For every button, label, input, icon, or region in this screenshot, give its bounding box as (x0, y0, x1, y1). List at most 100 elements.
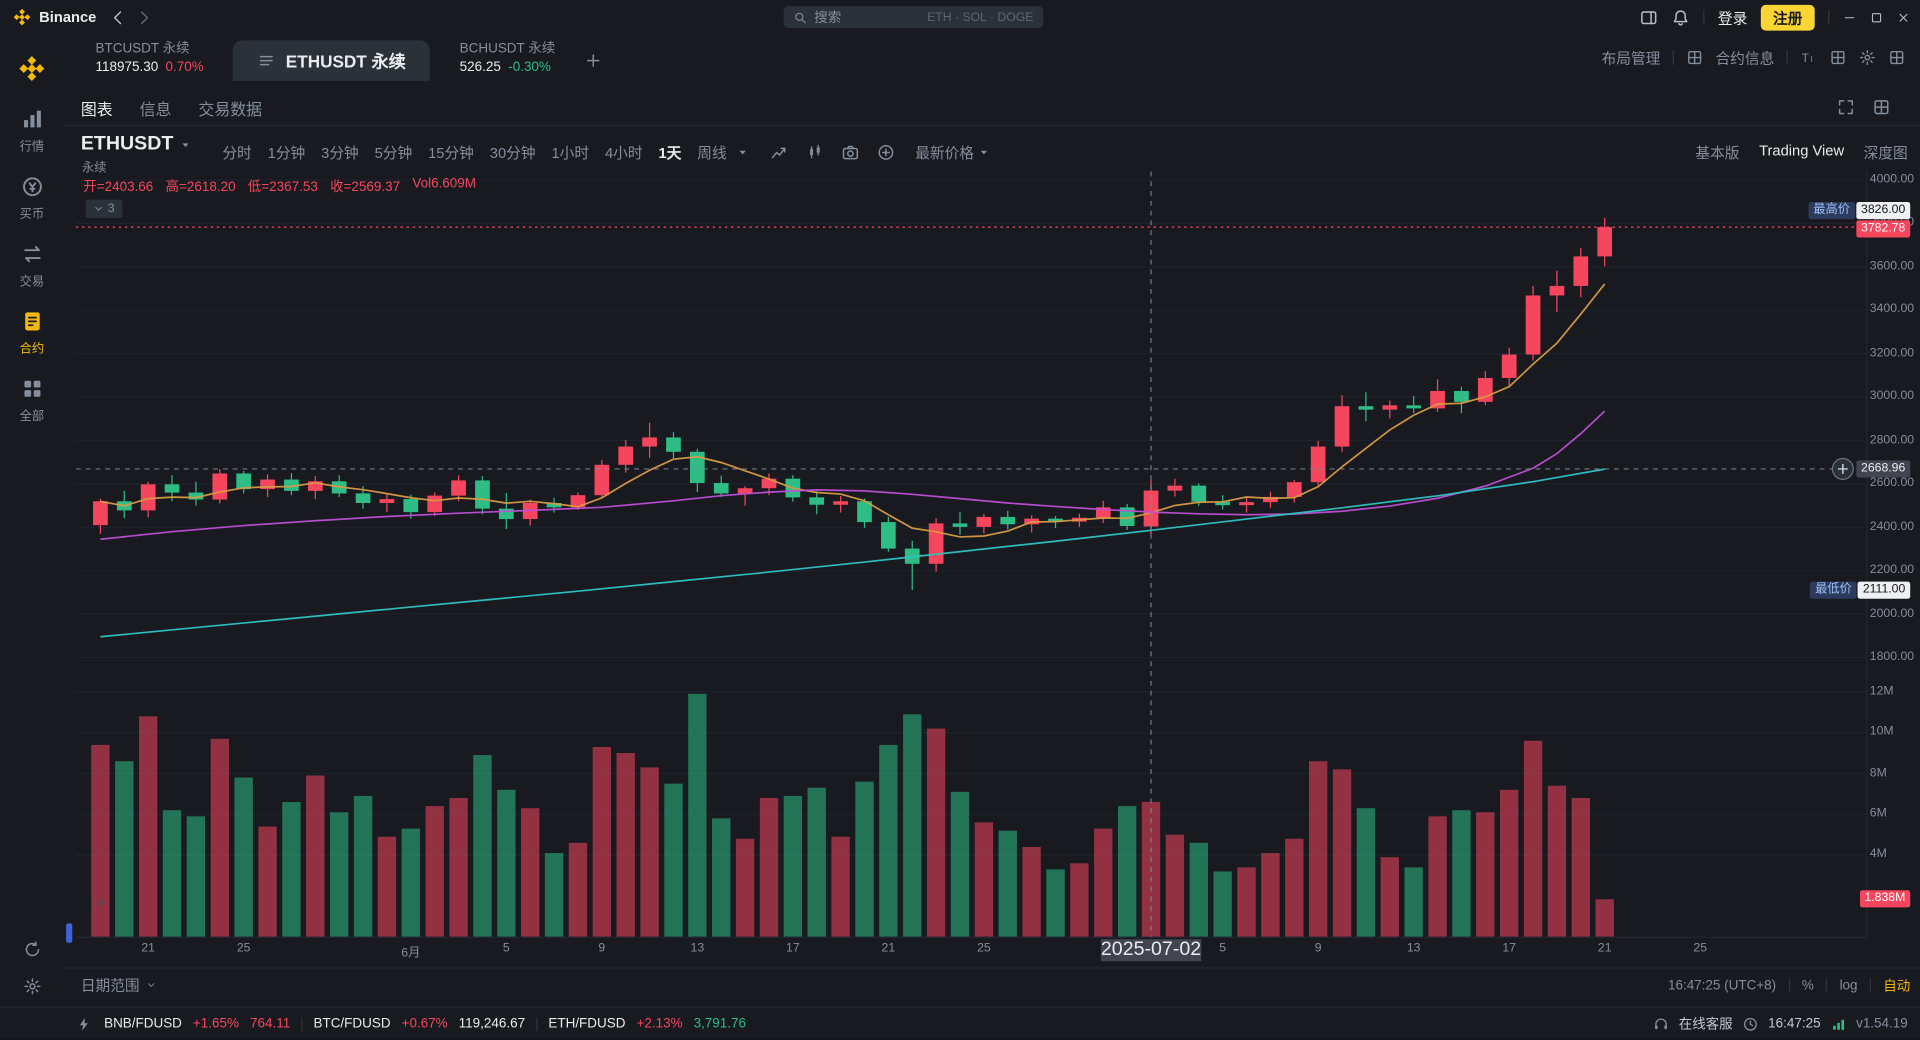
candlestick-chart[interactable] (75, 171, 1867, 937)
ticker-price: 3,791.76 (693, 1016, 747, 1032)
layout-panel-icon[interactable] (1640, 8, 1658, 26)
separator (1869, 978, 1872, 992)
date-range-button[interactable]: 日期范围 (81, 975, 157, 996)
symbol-tab[interactable]: BCHUSDT 永续 526.25 -0.30% (443, 33, 573, 81)
timeframe-0[interactable]: 分时 (222, 143, 252, 162)
panel-tab-1[interactable]: 信息 (139, 100, 172, 119)
sidebar: 行情买币交易合约全部 (0, 34, 64, 1008)
screenshot-camera-icon[interactable] (842, 143, 860, 161)
sidebar-item-buy[interactable]: 买币 (20, 175, 44, 222)
all-icon (20, 377, 43, 400)
close-icon[interactable] (1897, 10, 1910, 23)
minimize-icon[interactable] (1843, 10, 1856, 23)
indicators-icon[interactable] (806, 143, 824, 161)
low-price-value: 2111.00 (1857, 581, 1911, 599)
login-button[interactable]: 登录 (1717, 9, 1748, 27)
ohlc-开: 开=2403.66 (83, 180, 154, 195)
timeframe-3[interactable]: 5分钟 (374, 143, 413, 162)
x-axis-tick: 9 (1314, 941, 1322, 956)
price-axis-tick: 2000.00 (1869, 606, 1915, 621)
layout-manage-button[interactable]: 布局管理 (1601, 49, 1661, 67)
low-price-tag: 最低价 (1810, 581, 1857, 599)
ticker-pair[interactable]: ETH/FDUSD (548, 1016, 626, 1032)
timeframe-9[interactable]: 周线 (697, 143, 727, 162)
timeframe-7[interactable]: 4小时 (604, 143, 643, 162)
app-name: Binance (39, 8, 97, 26)
tab-symbol: BTCUSDT 永续 (95, 41, 190, 57)
scrollbar-handle[interactable] (66, 923, 73, 943)
preferences-gear-icon[interactable] (1859, 49, 1876, 66)
price-mode-selector[interactable]: 最新价格 (915, 141, 990, 162)
fullscreen-icon[interactable] (1837, 98, 1855, 116)
symbol-selector[interactable]: ETHUSDT 永续 (81, 133, 191, 175)
contract-grid-icon[interactable] (1686, 49, 1703, 66)
separator (1828, 9, 1830, 25)
ohlc-Vol: Vol6.609M (412, 176, 477, 192)
ticker-pair[interactable]: BNB/FDUSD (104, 1016, 182, 1032)
log-scale-button[interactable]: log (1839, 977, 1858, 993)
contract-info-button[interactable]: 合约信息 (1715, 49, 1775, 67)
more-timeframes-icon[interactable] (738, 146, 749, 157)
timeframe-8[interactable]: 1天 (658, 143, 682, 162)
settings-gear-icon[interactable] (23, 977, 41, 995)
list-icon (258, 51, 276, 69)
ticker-change: +1.65% (192, 1016, 240, 1032)
sidebar-item-markets[interactable]: 行情 (20, 108, 44, 154)
layout-grid-icon[interactable] (1829, 49, 1846, 66)
symbol-tab[interactable]: BTCUSDT 永续 118975.30 0.70% (78, 33, 221, 81)
search-icon (793, 10, 806, 23)
maximize-icon[interactable] (1870, 10, 1883, 23)
headset-icon[interactable] (1653, 1016, 1669, 1032)
register-button[interactable]: 注册 (1760, 4, 1815, 31)
view-mode-1[interactable]: Trading View (1759, 141, 1845, 159)
notifications-bell-icon[interactable] (1671, 8, 1689, 26)
back-icon[interactable] (109, 8, 127, 26)
indicators-collapse-badge[interactable]: 3 (85, 199, 122, 218)
sidebar-item-label: 交易 (19, 275, 45, 289)
sidebar-item-label: 全部 (19, 410, 45, 424)
crosshair-date-value: 2025-07-02 (1100, 939, 1202, 962)
symbol-tab-active[interactable]: ETHUSDT 永续 (233, 40, 431, 81)
svg-text:l: l (1811, 54, 1813, 64)
panel-tab-0[interactable]: 图表 (80, 100, 113, 119)
timeframe-5[interactable]: 30分钟 (489, 143, 536, 162)
binance-logo[interactable] (17, 54, 46, 83)
price-axis-tick: 3400.00 (1869, 302, 1915, 317)
ticker-pair[interactable]: BTC/FDUSD (313, 1016, 391, 1032)
sidebar-item-trade[interactable]: 交易 (20, 242, 44, 289)
refresh-icon[interactable] (23, 940, 41, 958)
sidebar-item-all[interactable]: 全部 (20, 377, 44, 424)
binance-diamond-icon (12, 7, 32, 27)
apps-grid-icon[interactable] (1888, 49, 1905, 66)
sidebar-item-futures[interactable]: 合约 (20, 310, 44, 356)
panel-tab-2[interactable]: 交易数据 (198, 100, 263, 119)
add-tab-icon[interactable] (585, 51, 603, 69)
add-circle-icon[interactable] (877, 143, 895, 161)
percent-scale-button[interactable]: % (1801, 977, 1814, 993)
timeframe-4[interactable]: 15分钟 (428, 143, 474, 162)
tab-quote: 118975.30 0.70% (96, 60, 204, 75)
chart-style-icon[interactable] (771, 143, 789, 161)
price-axis-tick: 2400.00 (1869, 519, 1915, 534)
search-bar[interactable]: 搜索 ETH · SOL · DOGE (783, 6, 1044, 29)
search-hot-tokens[interactable]: ETH · SOL · DOGE (927, 10, 1034, 24)
x-axis-tick: 17 (1502, 941, 1516, 956)
auto-scale-button[interactable]: 自动 (1883, 978, 1911, 994)
price-axis-tick: 1800.00 (1869, 650, 1915, 664)
tab-symbol: BCHUSDT 永续 (459, 41, 556, 57)
support-link[interactable]: 在线客服 (1678, 1017, 1733, 1033)
timeframe-6[interactable]: 1小时 (551, 143, 590, 162)
app-logo[interactable]: Binance (12, 7, 96, 27)
high-price-value: 3826.00 (1856, 201, 1911, 219)
x-axis-tick: 17 (786, 941, 800, 956)
x-axis-tick: 13 (1406, 941, 1421, 956)
symbol-tabstrip: BTCUSDT 永续 118975.30 0.70% ETHUSDT 永续 BCHUSD… (63, 33, 1920, 81)
forward-icon[interactable] (134, 8, 152, 26)
panel-layout-icon[interactable] (1872, 98, 1890, 116)
view-mode-0[interactable]: 基本版 (1695, 143, 1740, 162)
timeframe-2[interactable]: 3分钟 (321, 143, 359, 162)
last-price-value: 3782.78 (1856, 219, 1911, 237)
timeframe-1[interactable]: 1分钟 (267, 143, 306, 162)
view-mode-2[interactable]: 深度图 (1863, 143, 1908, 162)
